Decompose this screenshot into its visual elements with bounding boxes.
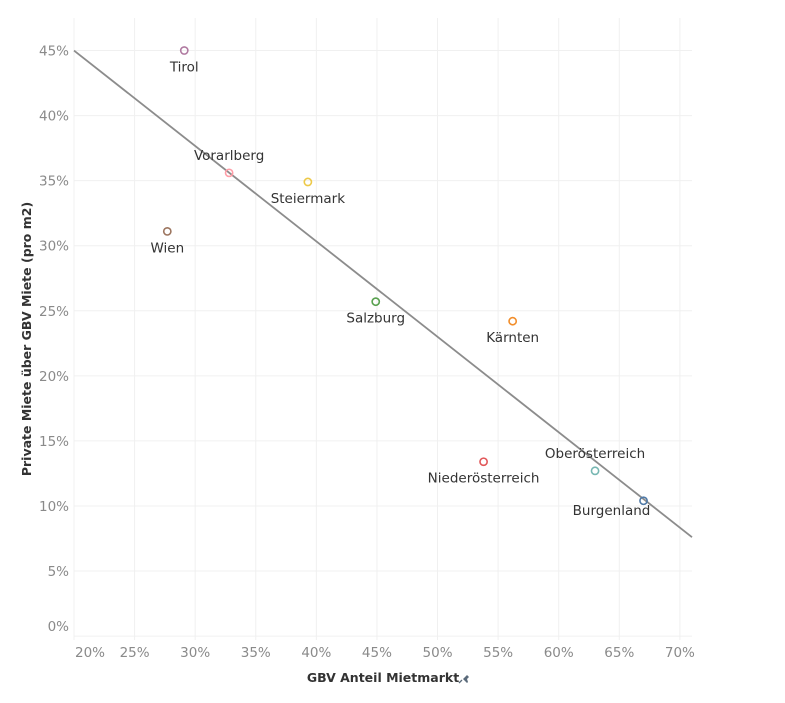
y-tick-label: 30% bbox=[39, 239, 69, 255]
data-points bbox=[162, 46, 648, 506]
data-point-niederösterreich[interactable] bbox=[479, 457, 488, 467]
y-tick-label: 0% bbox=[48, 619, 70, 635]
x-tick-label: 25% bbox=[120, 645, 150, 661]
x-tick-label: 45% bbox=[362, 645, 392, 661]
y-tick-label: 45% bbox=[39, 44, 69, 60]
point-labels: Tirol Vorarlberg Steiermark Wien Salzburg Kär… bbox=[150, 60, 650, 519]
x-tick-label: 50% bbox=[423, 645, 453, 661]
x-tick-label: 35% bbox=[241, 645, 271, 661]
data-point-kärnten[interactable] bbox=[508, 316, 518, 326]
y-gridlines bbox=[74, 50, 692, 637]
point-label: Kärnten bbox=[486, 330, 539, 346]
y-tick-label: 10% bbox=[39, 499, 69, 515]
data-point-oberösterreich[interactable] bbox=[590, 466, 600, 476]
x-axis-ticks: 20% 25% 30% 35% 40% 45% 50% 55% 60% 65% 70% bbox=[75, 645, 695, 661]
data-point-salzburg[interactable] bbox=[371, 297, 381, 307]
y-axis-title[interactable]: Private Miete über GBV Miete (pro m2) bbox=[19, 202, 34, 476]
y-tick-label: 15% bbox=[39, 434, 69, 450]
point-label: Niederösterreich bbox=[428, 471, 540, 487]
point-label: Oberösterreich bbox=[545, 446, 645, 462]
point-label: Tirol bbox=[169, 60, 199, 76]
y-axis-ticks: 0% 5% 10% 15% 20% 25% 30% 35% 40% 45% bbox=[39, 44, 69, 635]
data-point-vorarlberg[interactable] bbox=[224, 168, 234, 178]
data-point-steiermark[interactable] bbox=[303, 177, 313, 187]
x-tick-label: 20% bbox=[75, 645, 105, 661]
x-axis-title[interactable]: GBV Anteil Mietmarkt bbox=[307, 670, 459, 685]
x-tick-label: 30% bbox=[180, 645, 210, 661]
x-tick-label: 60% bbox=[544, 645, 574, 661]
point-label: Salzburg bbox=[346, 311, 405, 327]
point-label: Burgenland bbox=[573, 503, 651, 519]
y-tick-label: 40% bbox=[39, 109, 69, 125]
x-tick-label: 70% bbox=[665, 645, 695, 661]
x-tick-label: 40% bbox=[301, 645, 331, 661]
point-label: Steiermark bbox=[271, 191, 346, 207]
y-tick-label: 20% bbox=[39, 369, 69, 385]
y-tick-label: 25% bbox=[39, 304, 69, 320]
x-gridlines bbox=[73, 18, 681, 640]
pin-icon[interactable] bbox=[458, 675, 469, 684]
data-point-burgenland[interactable] bbox=[639, 496, 648, 506]
y-tick-label: 35% bbox=[39, 174, 69, 190]
point-label: Wien bbox=[150, 240, 184, 256]
x-tick-label: 65% bbox=[604, 645, 634, 661]
y-tick-label: 5% bbox=[48, 564, 70, 580]
x-tick-label: 55% bbox=[483, 645, 513, 661]
data-point-tirol[interactable] bbox=[179, 46, 189, 55]
data-point-wien[interactable] bbox=[162, 227, 172, 236]
trend-line[interactable] bbox=[73, 49, 693, 538]
point-label: Vorarlberg bbox=[194, 148, 264, 164]
